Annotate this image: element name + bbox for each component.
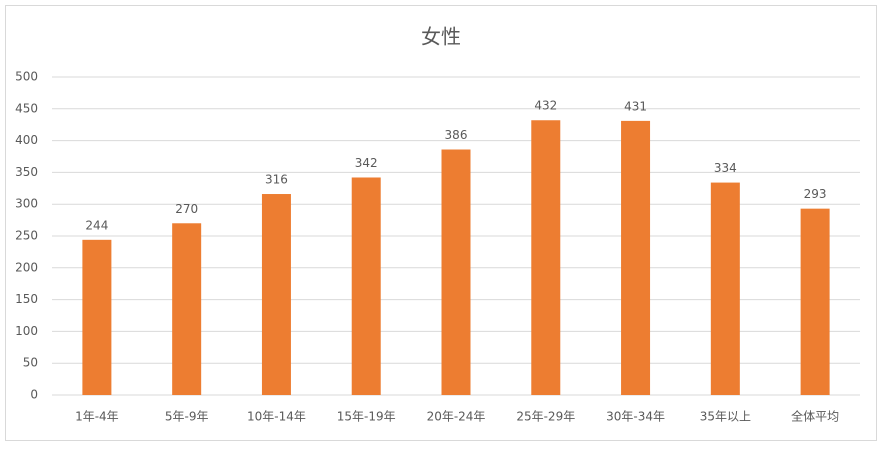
y-tick-label: 0 [30,388,38,402]
data-label: 386 [445,128,468,142]
x-tick-label: 35年以上 [700,410,751,424]
x-tick-label: 15年-19年 [337,410,396,424]
y-tick-label: 200 [15,260,38,274]
y-tick-label: 500 [15,70,38,84]
y-tick-label: 250 [15,229,38,243]
chart-border [5,5,877,441]
y-tick-label: 50 [23,356,38,370]
y-tick-label: 100 [15,324,38,338]
bar [261,194,291,395]
y-tick-label: 450 [15,101,38,115]
bar [82,239,112,395]
y-tick-label: 150 [15,292,38,306]
x-tick-label: 全体平均 [791,409,839,424]
data-label: 432 [534,99,557,113]
bar [800,208,830,395]
data-label: 342 [355,156,378,170]
bar [531,120,561,396]
y-tick-label: 350 [15,165,38,179]
y-tick-label: 400 [15,133,38,147]
data-label: 293 [804,187,827,201]
data-label: 316 [265,173,288,187]
chart-title: 女性 [421,25,461,49]
x-tick-label: 20年-24年 [427,410,486,424]
data-label: 431 [624,99,647,113]
x-tick-label: 5年-9年 [165,410,209,424]
x-tick-label: 1年-4年 [75,410,119,424]
bar [172,223,202,395]
bar [621,120,651,395]
x-tick-label: 30年-34年 [606,410,665,424]
x-tick-label: 10年-14年 [247,410,306,424]
bar [710,182,740,395]
data-label: 334 [714,161,737,175]
y-tick-label: 300 [15,197,38,211]
data-label: 244 [85,218,108,232]
data-label: 270 [175,202,198,216]
bar [351,177,381,395]
x-tick-label: 25年-29年 [516,410,575,424]
bar [441,149,471,395]
